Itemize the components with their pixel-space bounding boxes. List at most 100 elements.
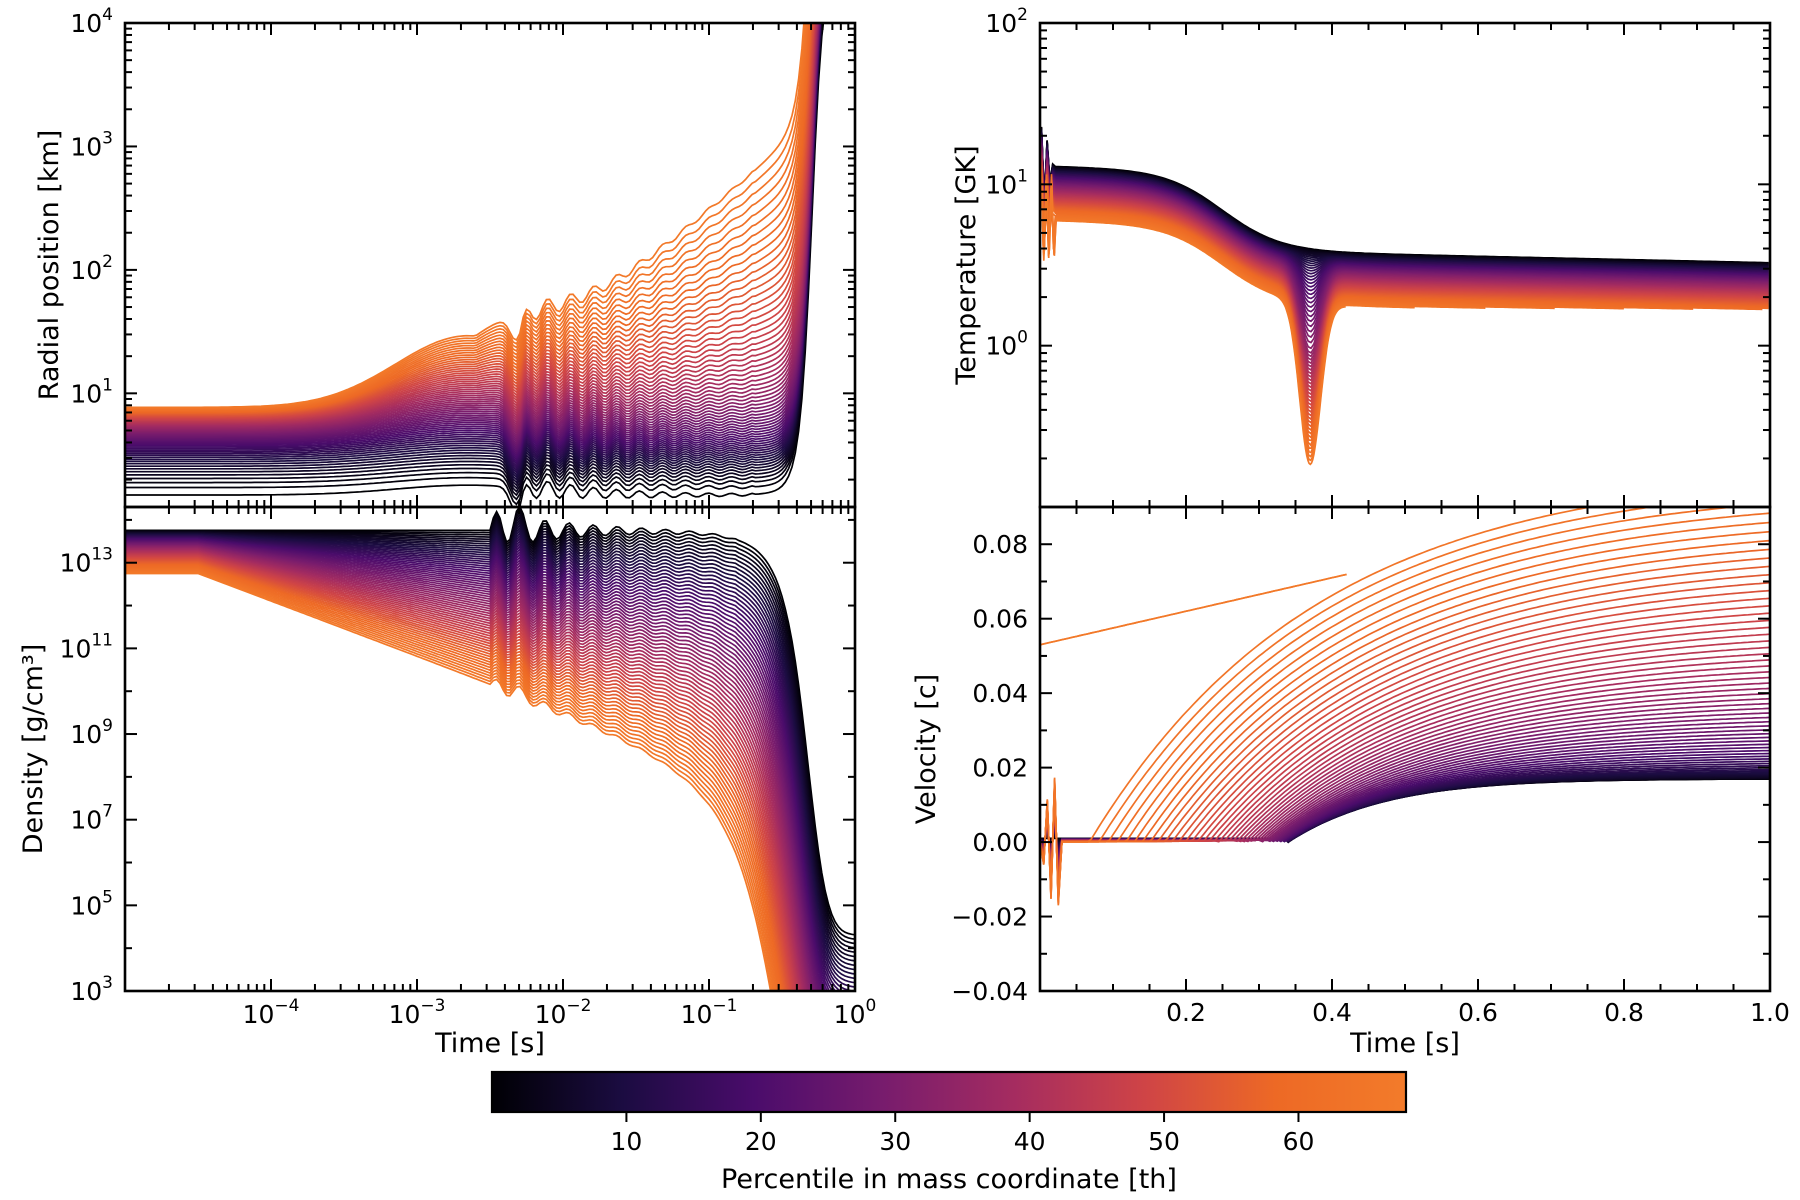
velocity-series-line — [1040, 548, 1770, 898]
temperature-series-line — [1040, 168, 1769, 425]
radial-series-line — [125, 23, 823, 490]
x-tick-label: 10−3 — [389, 996, 446, 1029]
density-series-line — [125, 558, 791, 991]
radial-series-line — [125, 23, 820, 441]
density-series-line — [125, 556, 793, 991]
density-series-line — [125, 554, 797, 991]
density-series-line — [125, 555, 796, 991]
velocity-ylabel: Velocity [c] — [911, 674, 942, 824]
temperature-series-line — [1040, 171, 1769, 436]
y-tick-label: 102 — [70, 252, 113, 285]
radial-series-line — [125, 23, 824, 501]
radial-series-line — [125, 23, 819, 433]
y-tick-label: 0.06 — [972, 605, 1028, 634]
density-series-line — [125, 572, 772, 991]
temperature-series-line — [1040, 155, 1769, 379]
colorbar-tick-label: 40 — [1014, 1127, 1046, 1156]
y-tick-label: 101 — [985, 166, 1028, 199]
radial-series-line — [125, 23, 821, 457]
radial-series-line — [125, 23, 823, 487]
x-tick-label: 1.0 — [1750, 998, 1790, 1027]
temperature-series-line — [1040, 160, 1769, 399]
radial-series-line — [125, 23, 818, 426]
density-series-line — [125, 549, 805, 991]
y-tick-label: 1011 — [60, 630, 113, 663]
temperature-series-line — [1040, 172, 1769, 439]
temperature-series-line — [1040, 173, 1763, 442]
radial-series-line — [125, 23, 821, 459]
temperature-series-line — [1040, 159, 1769, 396]
y-tick-label: 102 — [985, 5, 1028, 38]
temperature-series-line — [1040, 163, 1769, 410]
colorbar-ticks: 10 20 30 40 50 60 — [611, 1112, 1315, 1156]
velocity-series-line — [1040, 512, 1770, 903]
density-series-line — [125, 550, 803, 991]
temperature-series-line — [1040, 169, 1769, 428]
velocity-series-line — [1040, 507, 1658, 905]
velocity-series-line — [1040, 573, 1347, 646]
radial-series-line — [125, 23, 805, 409]
velocity-ticks: 0.2 0.4 0.6 0.8 1.0 −0.04 −0.02 0.00 0.02 0.04 0.0… — [951, 506, 1790, 1027]
radial-series-line — [125, 23, 820, 439]
density-series-line — [125, 545, 811, 991]
radial-series-line — [125, 23, 815, 420]
density-series-line — [125, 553, 798, 991]
colorbar-tick-label: 20 — [745, 1127, 777, 1156]
radial-series-line — [125, 23, 819, 431]
density-series-line — [125, 544, 814, 991]
density-series-line — [125, 569, 776, 991]
radial-series-line — [125, 23, 819, 429]
density-series-line — [125, 544, 812, 991]
velocity-series-line — [1040, 507, 1742, 904]
radial-series-line — [125, 23, 822, 479]
radial-series-line — [125, 23, 819, 435]
y-tick-label: 0.02 — [972, 754, 1028, 783]
radial-ylabel: Radial position [km] — [34, 130, 65, 401]
radial-curves — [125, 23, 825, 507]
radial-series-line — [125, 23, 818, 427]
temperature-series-line — [1040, 157, 1769, 385]
radial-series-line — [125, 23, 822, 474]
velocity-series-line — [1040, 521, 1770, 901]
temperature-series-line — [1040, 178, 1486, 458]
velocity-series-line — [1040, 557, 1770, 897]
radial-series-line — [125, 23, 821, 455]
temperature-series-line — [1040, 165, 1769, 417]
radial-panel: 101 102 103 104 Radial position [km] — [34, 5, 857, 509]
density-series-line — [125, 561, 786, 991]
temperature-ylabel: Temperature [GK] — [951, 145, 982, 385]
temperature-series-line — [1040, 179, 1415, 462]
density-series-line — [125, 563, 784, 991]
density-series-line — [125, 566, 780, 991]
density-series-line — [125, 547, 808, 991]
radial-series-line — [125, 23, 822, 465]
colorbar-tick-label: 60 — [1283, 1127, 1315, 1156]
density-series-line — [125, 571, 773, 991]
temperature-series-line — [1040, 180, 1346, 466]
density-series-line — [125, 550, 802, 991]
density-frame — [123, 505, 857, 993]
density-panel: 10−4 10−3 10−2 10−1 10010310510710910111013 … — [18, 505, 877, 1059]
density-series-line — [125, 548, 806, 991]
radial-series-line — [125, 23, 821, 451]
density-curves — [125, 507, 855, 991]
y-tick-label: 105 — [70, 887, 113, 920]
radial-series-line — [125, 23, 820, 445]
velocity-series-line — [1040, 565, 1770, 896]
density-series-line — [125, 565, 781, 991]
velocity-frame — [1038, 505, 1772, 993]
x-tick-label: 100 — [834, 996, 877, 1029]
colorbar: 10 20 30 40 50 60 Percentile in mass coordina… — [490, 1070, 1408, 1195]
density-series-line — [125, 559, 789, 991]
y-tick-label: 107 — [70, 802, 113, 835]
radial-series-line — [125, 23, 822, 468]
density-xlabel: Time [s] — [434, 1028, 545, 1059]
density-series-line — [125, 546, 810, 991]
colorbar-tick-label: 50 — [1148, 1127, 1180, 1156]
colorbar-tick-label: 10 — [611, 1127, 643, 1156]
temperature-series-line — [1040, 158, 1769, 392]
y-tick-label: 0.00 — [972, 828, 1028, 857]
colorbar-label: Percentile in mass coordinate [th] — [721, 1164, 1177, 1195]
y-tick-label: −0.02 — [951, 903, 1028, 932]
